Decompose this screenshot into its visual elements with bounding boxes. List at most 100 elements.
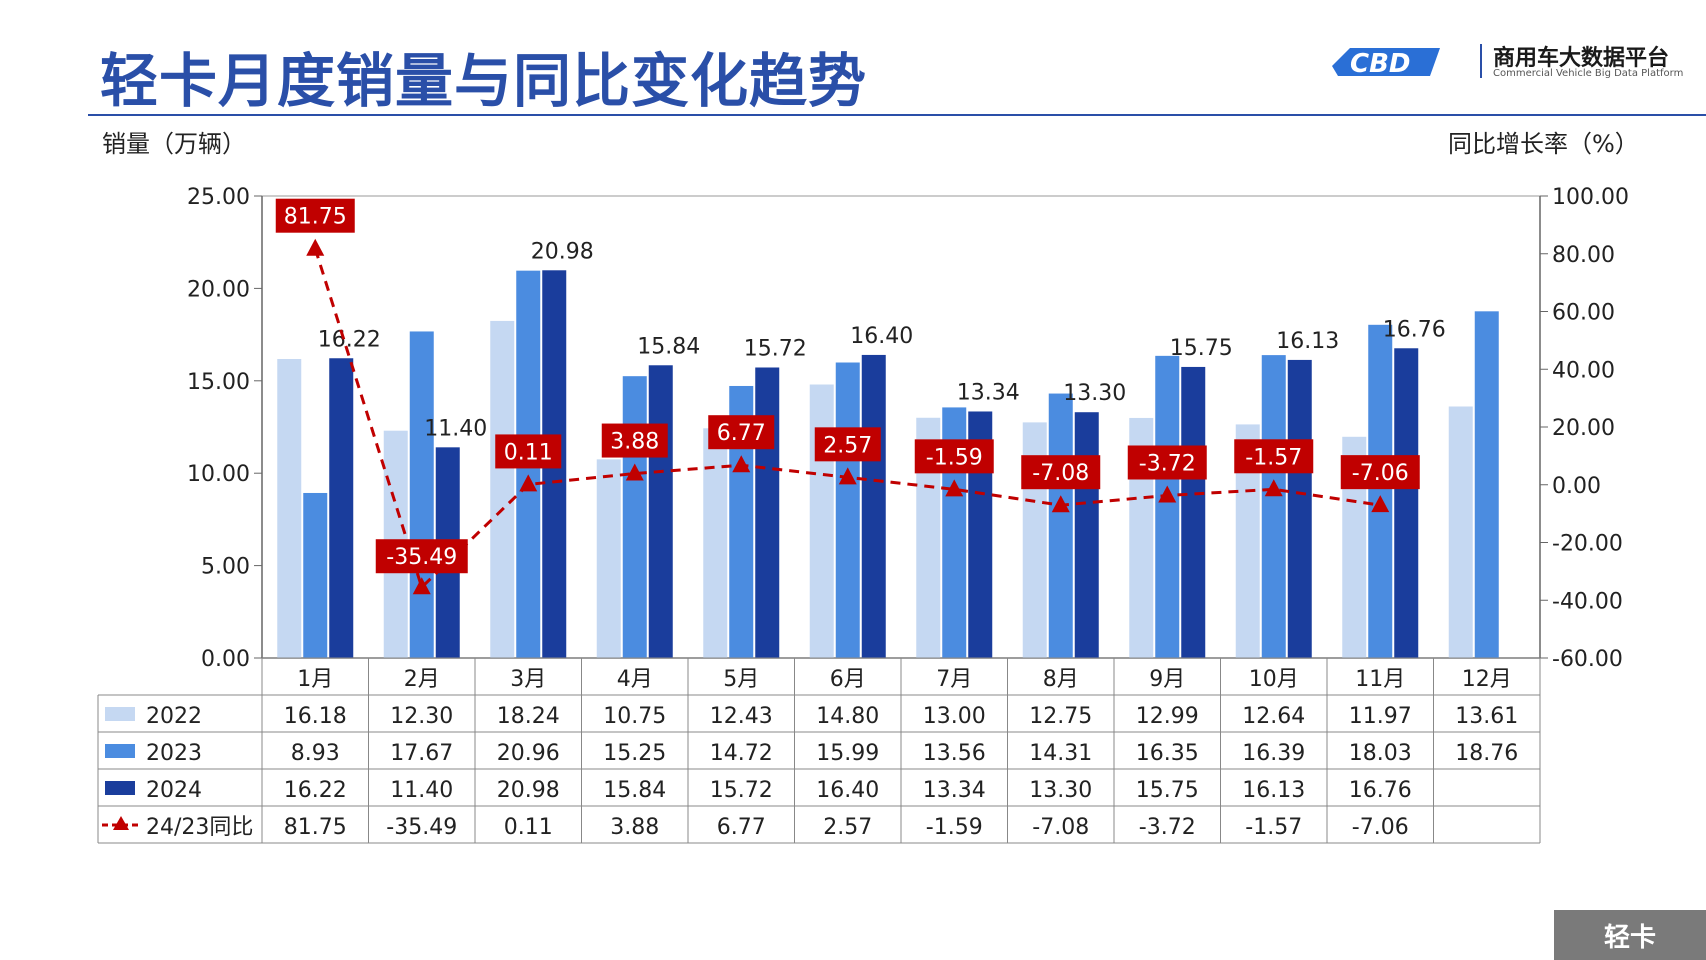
left-tick-label: 20.00 [187, 277, 250, 302]
table-cell: 15.25 [603, 741, 666, 766]
table-cell: 16.40 [816, 778, 879, 803]
bar-value-label: 16.13 [1276, 329, 1339, 354]
bar-2022 [809, 384, 834, 658]
yoy-label-box [814, 427, 881, 462]
table-cell: 16.39 [1242, 741, 1305, 766]
yoy-label-box [375, 539, 468, 574]
logo-title: 商用车大数据平台 [1493, 46, 1670, 71]
legend-swatch [105, 781, 135, 795]
legend-swatch [105, 707, 135, 721]
table-cell: 20.98 [497, 778, 560, 803]
category-label: 10月 [1249, 667, 1299, 692]
bar-value-label: 20.98 [531, 239, 594, 264]
table-cell: 0.11 [504, 815, 553, 840]
table-cell: 11.40 [390, 778, 453, 803]
table-cell: 8.93 [291, 741, 340, 766]
bar-value-label: 16.22 [318, 327, 381, 352]
legend-label: 2024 [146, 778, 202, 803]
table-cell: 3.88 [610, 815, 659, 840]
yoy-marker [1264, 479, 1283, 497]
category-badge: 轻卡 [1554, 910, 1706, 960]
category-label: 7月 [936, 667, 972, 692]
table-cell: 15.84 [603, 778, 666, 803]
table-cell: 12.99 [1136, 704, 1199, 729]
right-tick-label: -20.00 [1552, 532, 1623, 557]
bar-2022 [277, 358, 302, 658]
right-axis-label: 同比增长率（%） [1448, 130, 1639, 158]
yoy-marker [625, 463, 644, 481]
table-cell: 14.31 [1029, 741, 1092, 766]
bar-2023 [1048, 393, 1073, 658]
svg-text:CBD: CBD [1350, 49, 1410, 79]
bar-2023 [1155, 355, 1180, 658]
yoy-label: 3.88 [610, 430, 659, 455]
bar-2024 [1181, 366, 1206, 658]
legend-marker-swatch [113, 816, 129, 830]
category-label: 11月 [1355, 667, 1405, 692]
yoy-label-box [1234, 439, 1314, 474]
page-title: 轻卡月度销量与同比变化趋势 [100, 47, 868, 115]
left-tick-label: 10.00 [187, 462, 250, 487]
bar-2022 [596, 459, 621, 658]
bar-value-label: 16.40 [850, 324, 913, 349]
bar-2023 [303, 492, 328, 658]
bar-2024 [648, 365, 673, 658]
table-cell: 16.35 [1136, 741, 1199, 766]
logo-subtitle: Commercial Vehicle Big Data Platform [1493, 68, 1684, 79]
category-label: 6月 [830, 667, 866, 692]
yoy-label: 2.57 [823, 433, 872, 458]
bar-2023 [409, 331, 434, 658]
yoy-label-box [1021, 455, 1101, 490]
bar-2024 [1074, 412, 1099, 658]
left-tick-label: 15.00 [187, 370, 250, 395]
right-tick-label: -40.00 [1552, 589, 1623, 614]
yoy-marker [1371, 495, 1390, 513]
yoy-marker [1158, 485, 1177, 503]
table-cell: 14.72 [710, 741, 773, 766]
bar-2023 [1368, 324, 1393, 658]
yoy-label: 6.77 [717, 421, 766, 446]
bar-value-label: 15.72 [744, 336, 807, 361]
bar-value-label: 13.30 [1063, 381, 1126, 406]
yoy-label: -7.06 [1352, 461, 1409, 486]
right-tick-label: 40.00 [1552, 358, 1615, 383]
bar-value-label: 16.76 [1383, 317, 1446, 342]
bar-value-label: 11.40 [424, 416, 487, 441]
table-cell: 13.56 [923, 741, 986, 766]
table-cell: -3.72 [1139, 815, 1196, 840]
table-cell: 16.13 [1242, 778, 1305, 803]
category-label: 3月 [510, 667, 546, 692]
table-cell: 13.30 [1029, 778, 1092, 803]
bar-value-label: 15.84 [637, 334, 700, 359]
table-cell: -1.59 [926, 815, 983, 840]
table-cell: 15.75 [1136, 778, 1199, 803]
table-cell: 2.57 [823, 815, 872, 840]
yoy-label-box [1340, 455, 1420, 490]
yoy-label: 81.75 [284, 205, 347, 230]
category-label: 9月 [1149, 667, 1185, 692]
title-divider [88, 114, 1706, 116]
table-cell: -1.57 [1245, 815, 1302, 840]
yoy-marker [412, 577, 431, 595]
yoy-marker [838, 467, 857, 485]
yoy-label: -1.57 [1245, 445, 1302, 470]
left-axis-label: 销量（万辆） [102, 130, 246, 158]
bar-2024 [861, 354, 886, 658]
legend-label: 2023 [146, 741, 202, 766]
table-cell: -7.08 [1032, 815, 1089, 840]
category-label: 4月 [617, 667, 653, 692]
legend-label: 2022 [146, 704, 202, 729]
table-cell: 18.03 [1349, 741, 1412, 766]
right-tick-label: 0.00 [1552, 474, 1601, 499]
yoy-marker [945, 479, 964, 497]
yoy-label-box [275, 198, 355, 233]
left-tick-label: 5.00 [201, 555, 250, 580]
bar-2023 [1474, 311, 1499, 658]
table-cell: 16.18 [284, 704, 347, 729]
bar-2024 [1394, 348, 1419, 658]
bar-2022 [1448, 406, 1473, 658]
right-tick-label: 20.00 [1552, 416, 1615, 441]
bar-value-label: 13.34 [957, 380, 1020, 405]
bar-2023 [835, 362, 860, 658]
yoy-marker [732, 455, 751, 473]
